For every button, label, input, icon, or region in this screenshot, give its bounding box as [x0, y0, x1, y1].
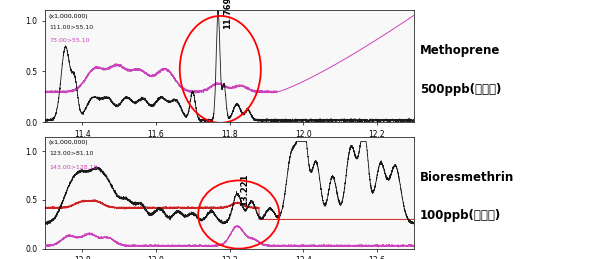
Text: 111.00>55.10: 111.00>55.10	[49, 25, 93, 30]
Text: 123.00>81.10: 123.00>81.10	[49, 151, 94, 156]
Text: Bioresmethrin: Bioresmethrin	[420, 171, 514, 184]
Text: 73.00>55.10: 73.00>55.10	[49, 38, 89, 43]
Text: 100ppb(소고기): 100ppb(소고기)	[420, 210, 501, 222]
Text: 11.769: 11.769	[223, 0, 232, 29]
Text: 500ppb(소고기): 500ppb(소고기)	[420, 83, 501, 96]
Text: 143.00>128.10: 143.00>128.10	[49, 165, 97, 170]
Text: (x1,000,000): (x1,000,000)	[49, 140, 89, 145]
Text: (x1,000,000): (x1,000,000)	[49, 14, 89, 19]
Text: 13.221: 13.221	[240, 173, 249, 206]
Text: Methoprene: Methoprene	[420, 44, 500, 57]
